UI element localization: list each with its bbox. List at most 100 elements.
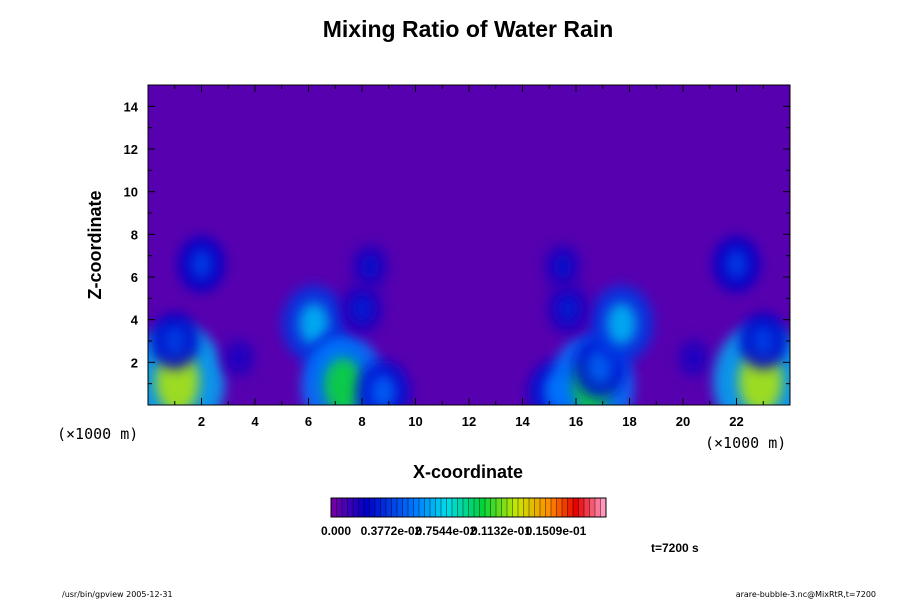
colorbar-swatch (473, 497, 481, 518)
colorbar-swatch (506, 497, 514, 518)
colorbar-swatch (451, 497, 459, 518)
colorbar-swatch (374, 497, 382, 518)
time-label: t=7200 s (651, 541, 699, 555)
colorbar-swatch (550, 497, 558, 518)
y-tick-label: 8 (131, 227, 138, 242)
colorbar-swatch (402, 497, 409, 518)
colorbar-swatch (600, 497, 607, 518)
colorbar-swatch (501, 497, 508, 518)
colorbar-swatch (572, 497, 580, 518)
colorbar-swatch (330, 497, 338, 518)
colorbar-swatch (413, 497, 420, 518)
colorbar-swatch (545, 497, 552, 518)
rain-feature (685, 346, 703, 370)
colorbar-swatch (512, 497, 519, 518)
colorbar-swatch (385, 497, 393, 518)
colorbar-swatch (363, 497, 371, 518)
colorbar-swatch (429, 497, 437, 518)
footer-right: arare-bubble-3.nc@MixRtR,t=7200 (736, 590, 876, 599)
colorbar-swatch (336, 497, 343, 518)
colorbar-swatch (539, 497, 547, 518)
y-tick-label: 6 (131, 270, 138, 285)
colorbar-swatch (528, 497, 536, 518)
colorbar-swatch (561, 497, 569, 518)
colorbar-swatch (578, 497, 585, 518)
colorbar-swatch (369, 497, 376, 518)
colorbar-label: 0.1509e-01 (526, 524, 587, 538)
colorbar-label: 0.7544e-02 (416, 524, 477, 538)
colorbar-swatch (490, 497, 497, 518)
x-unit-label-right: (×1000 m) (705, 434, 786, 452)
x-tick-label: 8 (358, 414, 365, 429)
rain-feature (298, 302, 329, 345)
colorbar-swatch (358, 497, 365, 518)
rain-feature (606, 302, 637, 345)
colorbar-swatch (352, 497, 360, 518)
colorbar-swatch (468, 497, 475, 518)
colorbar-label: 0.1132e-01 (471, 524, 531, 538)
colorbar-swatch (589, 497, 596, 518)
rain-feature (553, 253, 572, 279)
x-tick-label: 14 (515, 414, 530, 429)
rain-feature (190, 248, 213, 280)
colorbar-swatch (556, 497, 563, 518)
x-axis-ticks: 2 4 6 8 10 12 14 16 18 20 22 (174, 85, 764, 429)
colorbar-swatch (517, 497, 525, 518)
colorbar-swatch (457, 497, 464, 518)
y-axis-label: Z-coordinate (85, 190, 105, 299)
colorbar (330, 497, 607, 518)
x-tick-label: 10 (408, 414, 422, 429)
x-tick-label: 18 (622, 414, 636, 429)
colorbar-swatch (446, 497, 453, 518)
colorbar-label: 0.000 (321, 524, 351, 538)
colorbar-swatch (594, 497, 602, 518)
colorbar-swatch (462, 497, 470, 518)
y-tick-label: 2 (131, 355, 138, 370)
colorbar-swatch (583, 497, 591, 518)
y-tick-label: 12 (124, 142, 138, 157)
rain-feature (752, 325, 775, 357)
colorbar-swatch (396, 497, 404, 518)
colorbar-swatch (567, 497, 574, 518)
x-tick-label: 16 (569, 414, 583, 429)
colorbar-swatch (523, 497, 530, 518)
x-tick-label: 6 (305, 414, 312, 429)
rain-feature (352, 295, 372, 323)
rain-features (148, 235, 790, 405)
x-axis-label: X-coordinate (413, 462, 523, 482)
colorbar-swatch (341, 497, 349, 518)
colorbar-labels: 0.000 0.3772e-020.7544e-020.1132e-010.150… (321, 524, 587, 538)
colorbar-swatch (534, 497, 541, 518)
rain-feature (230, 346, 248, 370)
colorbar-swatch (424, 497, 431, 518)
y-axis-ticks: 2 4 6 8 10 12 14 (124, 99, 790, 385)
colorbar-frame (330, 497, 607, 518)
colorbar-swatch (435, 497, 442, 518)
x-tick-label: 20 (676, 414, 690, 429)
rain-feature (360, 253, 380, 279)
colorbar-swatch (495, 497, 503, 518)
rain-feature (163, 325, 186, 357)
rain-feature (371, 374, 396, 405)
colorbar-swatch (391, 497, 398, 518)
x-tick-label: 2 (198, 414, 205, 429)
x-tick-label: 4 (251, 414, 259, 429)
colorbar-swatch (484, 497, 492, 518)
colorbar-swatch (347, 497, 354, 518)
rain-feature (725, 248, 748, 280)
x-tick-label: 22 (729, 414, 743, 429)
colorbar-swatch (418, 497, 426, 518)
y-tick-label: 4 (131, 313, 139, 328)
footer-left: /usr/bin/gpview 2005-12-31 (62, 590, 173, 599)
chart-title: Mixing Ratio of Water Rain (323, 16, 614, 42)
y-tick-label: 14 (124, 99, 139, 114)
colorbar-label: 0.3772e-02 (361, 524, 422, 538)
y-tick-label: 10 (124, 185, 138, 200)
colorbar-swatch (479, 497, 486, 518)
colorbar-swatch (407, 497, 415, 518)
rain-feature (323, 358, 363, 405)
colorbar-swatch (440, 497, 448, 518)
x-unit-label-left: (×1000 m) (57, 425, 138, 443)
x-tick-label: 12 (462, 414, 476, 429)
